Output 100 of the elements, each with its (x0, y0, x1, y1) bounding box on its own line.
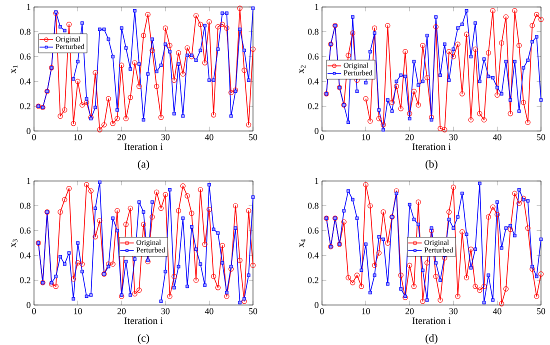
point (447, 218, 451, 222)
point (508, 111, 513, 116)
point (526, 58, 530, 62)
point (98, 180, 102, 184)
point (193, 278, 199, 283)
point (76, 60, 80, 64)
point (176, 264, 180, 268)
point (53, 284, 58, 289)
x-tick-label: 10 (362, 134, 370, 140)
point (133, 257, 136, 261)
point (116, 228, 119, 232)
point (202, 60, 208, 66)
point (198, 48, 202, 52)
point (133, 9, 136, 12)
point (490, 8, 496, 14)
text: (c) (138, 334, 150, 344)
point (114, 208, 120, 214)
point (128, 293, 132, 297)
point (150, 48, 155, 53)
point (464, 275, 470, 280)
point (534, 35, 538, 38)
point (420, 42, 426, 48)
point (97, 127, 102, 132)
point (460, 229, 465, 234)
point (386, 282, 390, 286)
point (101, 122, 107, 128)
point (229, 114, 233, 118)
x-tick-label: 10 (74, 308, 82, 314)
y-tick-label: 0.6 (20, 54, 31, 60)
point (342, 209, 346, 212)
point (111, 54, 115, 58)
point (246, 78, 250, 82)
point (242, 48, 246, 52)
point (184, 45, 190, 51)
point (486, 214, 492, 220)
point (346, 275, 351, 280)
point (97, 218, 102, 224)
point (70, 276, 76, 282)
y-tick-label: 0.8 (308, 202, 318, 209)
point (412, 60, 416, 64)
point (372, 31, 376, 35)
x-tick-label: 20 (118, 134, 126, 140)
point (460, 91, 465, 96)
point (474, 21, 477, 25)
point (416, 102, 421, 108)
y-tick-label: 0.2 (308, 103, 318, 110)
point (242, 68, 247, 73)
y-tick-label: 0.2 (308, 277, 318, 284)
point (150, 38, 154, 41)
point (389, 100, 395, 106)
point (346, 120, 350, 124)
y-tick-label: 0.8 (20, 28, 30, 35)
point (354, 272, 360, 278)
point (460, 192, 464, 196)
point (123, 222, 129, 227)
point (128, 67, 132, 71)
point (455, 42, 460, 47)
point (394, 80, 398, 84)
point (158, 206, 164, 211)
point (124, 260, 128, 264)
point (210, 274, 216, 280)
point (498, 40, 504, 46)
y-tick-label: 0.4 (308, 78, 319, 84)
point (402, 49, 408, 54)
point (84, 294, 88, 298)
point (372, 262, 378, 268)
point (234, 226, 238, 230)
text: (a) (138, 160, 150, 170)
point (251, 195, 255, 199)
point (136, 84, 142, 89)
point (180, 183, 186, 189)
point (110, 261, 116, 267)
point (132, 60, 138, 66)
point (208, 183, 211, 186)
point (416, 199, 421, 205)
point (504, 226, 508, 230)
point (526, 199, 530, 203)
point (246, 122, 252, 128)
point (120, 26, 124, 30)
point (377, 108, 381, 112)
point (416, 83, 420, 87)
x-tick-label: 0 (32, 308, 36, 314)
point (360, 268, 364, 272)
point (111, 216, 115, 220)
point (382, 128, 386, 132)
point (368, 203, 373, 208)
point (212, 228, 216, 232)
point (428, 228, 434, 234)
point (92, 70, 98, 76)
point (172, 274, 177, 280)
point (438, 126, 443, 132)
point (411, 284, 417, 289)
point (350, 280, 356, 286)
point (346, 52, 351, 58)
point (242, 298, 247, 304)
point (411, 88, 417, 94)
point (382, 238, 386, 241)
x-tick-label: 30 (449, 308, 458, 314)
point (477, 288, 482, 293)
y-tick-label: 0.2 (20, 277, 30, 284)
